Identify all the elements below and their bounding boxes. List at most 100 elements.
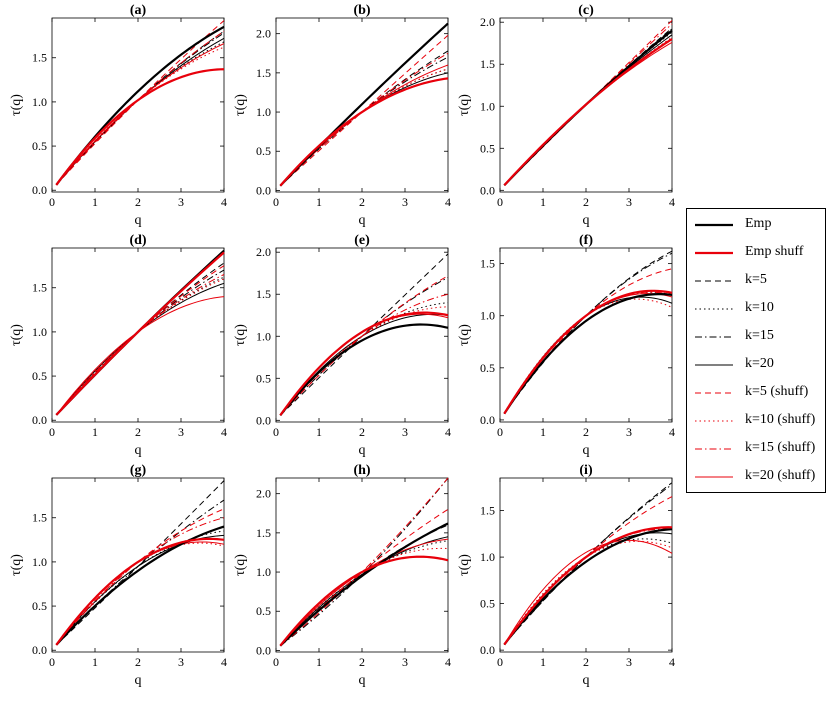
series-k-10 — [503, 291, 673, 414]
legend-label: k=5 (shuff) — [745, 384, 809, 399]
y-tick-label: 0.5 — [256, 371, 271, 385]
y-axis-label: τ(q) — [9, 554, 24, 576]
series-k-15 — [279, 276, 449, 416]
x-tick-label: 3 — [626, 655, 632, 669]
y-tick-label: 0.5 — [480, 361, 495, 375]
legend-label: k=15 — [745, 328, 774, 343]
series-emp-shuff — [279, 311, 449, 416]
series-k-20-shuff — [55, 541, 225, 646]
series-k-15-shuff — [503, 528, 673, 645]
x-tick-label: 0 — [273, 195, 279, 209]
legend-label: k=15 (shuff) — [745, 440, 816, 455]
legend-swatch — [695, 336, 733, 338]
x-tick-label: 1 — [316, 425, 322, 439]
y-tick-label: 1.5 — [32, 511, 47, 525]
y-axis-label: τ(q) — [9, 94, 24, 116]
y-tick-label: 2.0 — [256, 487, 271, 501]
x-tick-label: 4 — [221, 655, 227, 669]
series-k-20 — [279, 72, 449, 187]
legend-item-k10: k=10 — [687, 297, 827, 321]
y-tick-label: 0.0 — [32, 643, 47, 657]
x-tick-label: 0 — [273, 425, 279, 439]
y-tick-label: 1.0 — [480, 309, 495, 323]
legend-swatch — [695, 420, 733, 422]
x-tick-label: 0 — [49, 195, 55, 209]
x-tick-label: 3 — [178, 655, 184, 669]
series-k-20 — [503, 532, 673, 645]
series-k-20 — [55, 534, 225, 646]
chart-title: (d) — [129, 233, 146, 248]
series-k-10-shuff — [503, 298, 673, 414]
series-k-15-shuff — [55, 30, 225, 186]
series-emp — [55, 25, 225, 186]
x-tick-label: 0 — [497, 655, 503, 669]
legend: Emp Emp shuff k=5 k=10 k=15 k=20 k=5 (sh… — [686, 208, 826, 493]
chart-g: 0 1 2 3 4 0.0 0.5 1.0 1.5 (g) q τ(q) — [9, 463, 227, 688]
chart-e: 0 1 2 3 4 0.0 0.5 1.0 1.5 2.0 (e) q τ(q) — [233, 233, 451, 458]
chart-title: (b) — [353, 3, 370, 18]
series-k-5 — [503, 250, 673, 414]
x-tick-label: 0 — [49, 655, 55, 669]
series-emp-shuff — [503, 526, 673, 646]
y-tick-label: 1.5 — [32, 281, 47, 295]
series-k-10 — [55, 276, 225, 416]
series-k-5 — [279, 253, 449, 416]
series-emp — [503, 528, 673, 646]
plot-frame — [499, 247, 673, 423]
y-axis-label: τ(q) — [9, 324, 24, 346]
x-axis-label: q — [135, 443, 142, 458]
series-k-15-shuff — [279, 293, 449, 416]
x-tick-label: 3 — [626, 195, 632, 209]
y-axis-label: τ(q) — [457, 324, 472, 346]
legend-swatch — [695, 392, 733, 394]
series-k-15 — [503, 252, 673, 414]
series-k-5-shuff — [55, 20, 225, 186]
x-axis-label: q — [359, 213, 366, 228]
y-tick-label: 0.0 — [256, 413, 271, 427]
x-tick-label: 2 — [583, 655, 589, 669]
series-k-15 — [55, 499, 225, 646]
series-k-20-shuff — [503, 292, 673, 414]
series-emp-shuff — [503, 38, 673, 187]
y-tick-label: 1.0 — [32, 95, 47, 109]
legend-item-emp-shuff: Emp shuff — [687, 241, 827, 265]
x-tick-label: 1 — [92, 195, 98, 209]
x-tick-label: 3 — [178, 425, 184, 439]
legend-swatch — [695, 308, 733, 310]
series-emp-shuff — [279, 555, 449, 647]
x-tick-label: 2 — [583, 425, 589, 439]
x-axis-label: q — [583, 673, 590, 688]
legend-label: k=10 — [745, 300, 774, 315]
plot-frame — [275, 247, 449, 423]
x-axis-label: q — [359, 673, 366, 688]
legend-label: k=10 (shuff) — [745, 412, 816, 427]
series-emp-shuff — [279, 77, 449, 187]
x-tick-label: 4 — [445, 195, 451, 209]
series-emp-shuff — [55, 68, 225, 186]
series-k-20-shuff — [503, 539, 673, 645]
series-emp — [279, 323, 449, 416]
series-k-10 — [279, 302, 449, 416]
y-tick-label: 2.0 — [256, 27, 271, 41]
x-tick-label: 3 — [626, 425, 632, 439]
legend-label: Emp shuff — [745, 244, 804, 259]
y-axis-label: τ(q) — [233, 324, 248, 346]
y-tick-label: 1.0 — [256, 105, 271, 119]
x-tick-label: 2 — [135, 195, 141, 209]
x-tick-label: 1 — [92, 655, 98, 669]
series-k-15 — [55, 269, 225, 416]
series-emp-shuff — [55, 537, 225, 646]
series-k-15-shuff — [279, 52, 449, 187]
series-k-20 — [279, 536, 449, 647]
series-emp-shuff — [503, 289, 673, 415]
x-tick-label: 3 — [402, 195, 408, 209]
series-k-10 — [279, 68, 449, 187]
chart-a: 0 1 2 3 4 0.0 0.5 1.0 1.5 (a) q τ(q) — [9, 3, 227, 228]
chart-title: (g) — [130, 463, 147, 478]
chart-i: 0 1 2 3 4 0.0 0.5 1.0 1.5 (i) q τ(q) — [457, 463, 675, 688]
legend-label: Emp — [745, 216, 772, 231]
series-k-20-shuff — [55, 43, 225, 186]
chart-b: 0 1 2 3 4 0.0 0.5 1.0 1.5 2.0 (b) q τ(q) — [233, 3, 451, 228]
series-k-20-shuff — [279, 538, 449, 647]
x-tick-label: 1 — [540, 195, 546, 209]
